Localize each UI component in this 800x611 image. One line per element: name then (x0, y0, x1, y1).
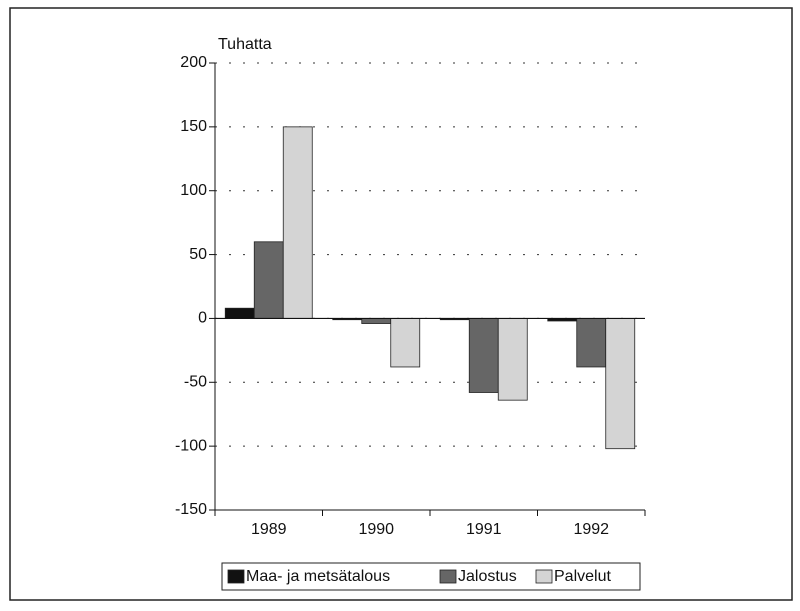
x-tick-label: 1990 (358, 521, 394, 538)
bar (282, 126, 313, 319)
y-tick-label: 200 (180, 54, 207, 71)
bar (361, 318, 392, 324)
x-tick-label: 1991 (466, 521, 502, 538)
bar (390, 318, 421, 368)
y-tick-label: 150 (180, 118, 207, 135)
y-tick-label: -150 (175, 501, 207, 518)
x-tick-label: 1989 (251, 521, 287, 538)
legend-box (221, 562, 641, 591)
legend-label: Maa- ja metsätalous (246, 568, 390, 585)
bar (468, 318, 499, 393)
legend-swatch (535, 569, 553, 584)
y-tick-label: -50 (184, 374, 207, 391)
y-tick-label: -100 (175, 437, 207, 454)
bar (576, 318, 607, 368)
frame (9, 7, 793, 601)
legend-label: Jalostus (458, 568, 517, 585)
legend-swatch (227, 569, 245, 584)
bar (224, 307, 255, 319)
legend-swatch (439, 569, 457, 584)
legend-label: Palvelut (554, 568, 611, 585)
bar (605, 318, 636, 450)
y-axis-label: Tuhatta (218, 36, 272, 53)
y-tick-label: 0 (198, 310, 207, 327)
y-tick-label: 100 (180, 182, 207, 199)
y-tick-label: 50 (189, 246, 207, 263)
bar (253, 241, 284, 319)
bar (497, 318, 528, 401)
x-tick-label: 1992 (573, 521, 609, 538)
